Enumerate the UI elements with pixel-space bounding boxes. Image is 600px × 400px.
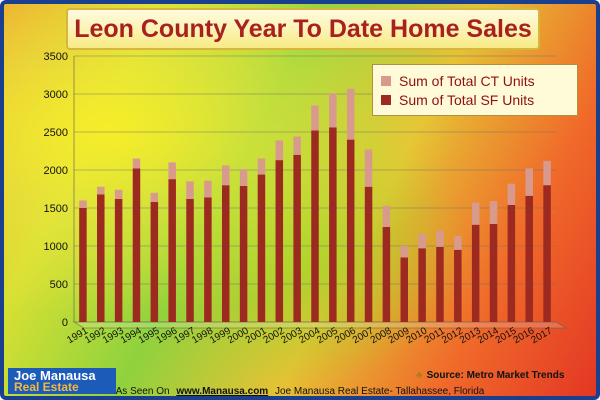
bar-ct <box>293 136 301 155</box>
bar-sf <box>293 154 301 322</box>
legend-item-sf: Sum of Total SF Units <box>381 90 569 109</box>
source-text: Source: Metro Market Trends <box>426 370 565 381</box>
footer: As Seen On www.Manausa.com Joe Manausa R… <box>4 386 596 397</box>
bar-sf <box>275 160 284 322</box>
bar-sf <box>329 127 337 322</box>
bar-sf <box>186 198 194 322</box>
source-symbol-icon: ♣ <box>416 370 423 381</box>
bar-ct <box>454 236 462 250</box>
bar-ct <box>329 93 337 128</box>
legend-item-ct: Sum of Total CT Units <box>381 71 569 90</box>
bar-ct <box>418 233 426 249</box>
bar-ct <box>507 183 516 205</box>
bar-ct <box>275 140 284 161</box>
bar-sf <box>79 208 87 322</box>
bar-ct <box>346 88 355 140</box>
bar-sf <box>150 201 159 322</box>
bar-chart: 0500100015002000250030003500199119921993… <box>44 51 568 346</box>
bar-sf <box>168 179 176 322</box>
bar-sf <box>114 198 123 322</box>
bar-sf <box>346 139 355 322</box>
bar-sf <box>221 185 230 322</box>
y-tick-label: 500 <box>50 279 68 291</box>
bar-ct <box>186 181 194 199</box>
bar-sf <box>257 174 266 322</box>
bar-ct <box>221 165 230 186</box>
bar-ct <box>168 162 176 180</box>
bar-sf <box>239 185 248 322</box>
bar-sf <box>132 168 141 322</box>
legend-swatch-ct <box>381 75 391 86</box>
legend: Sum of Total CT Units Sum of Total SF Un… <box>372 64 578 116</box>
bar-ct <box>436 230 444 247</box>
legend-swatch-sf <box>381 94 391 105</box>
footer-url-link[interactable]: www.Manausa.com <box>176 386 269 397</box>
y-tick-label: 2500 <box>44 127 68 139</box>
title-banner: Leon County Year To Date Home Sales <box>66 8 540 50</box>
bar-sf <box>418 248 426 322</box>
bar-sf <box>507 204 516 322</box>
bar-sf <box>311 130 319 322</box>
bar-ct <box>79 200 87 208</box>
y-tick-label: 2000 <box>44 165 68 177</box>
bar-ct <box>257 158 266 175</box>
bar-sf <box>382 227 391 322</box>
bar-sf <box>204 197 212 322</box>
source-note: ♣ Source: Metro Market Trends <box>416 370 564 381</box>
bar-ct <box>132 158 141 169</box>
y-tick-label: 3000 <box>44 89 68 101</box>
bar-ct <box>204 180 212 198</box>
bar-ct <box>364 149 373 187</box>
bar-sf <box>543 185 551 322</box>
bar-ct <box>543 160 551 186</box>
bar-ct <box>311 105 319 131</box>
legend-label-ct: Sum of Total CT Units <box>399 72 535 89</box>
footer-prefix: As Seen On <box>115 386 170 397</box>
bar-sf <box>525 195 533 322</box>
bar-sf <box>364 186 373 322</box>
bar-ct <box>525 168 533 196</box>
chart-title: Leon County Year To Date Home Sales <box>74 14 532 43</box>
bar-sf <box>471 224 480 322</box>
y-tick-label: 1000 <box>44 241 68 253</box>
bar-sf <box>489 223 498 322</box>
y-tick-label: 0 <box>62 317 68 329</box>
bar-sf <box>436 246 444 322</box>
footer-suffix: Joe Manausa Real Estate- Tallahassee, Fl… <box>274 386 485 397</box>
legend-label-sf: Sum of Total SF Units <box>399 91 535 108</box>
bar-ct <box>114 189 123 199</box>
chart-floor <box>72 321 568 329</box>
brand-logo: Joe Manausa Real Estate <box>8 368 116 394</box>
bar-ct <box>471 202 480 225</box>
bar-sf <box>400 257 409 322</box>
bar-ct <box>489 201 498 224</box>
y-tick-label: 1500 <box>44 203 68 215</box>
bar-ct <box>150 192 159 202</box>
bar-ct <box>97 186 105 195</box>
bar-sf <box>454 249 462 322</box>
y-tick-label: 3500 <box>44 51 68 63</box>
logo-line-1: Joe Manausa <box>14 368 96 383</box>
bar-ct <box>239 169 248 186</box>
bar-sf <box>97 194 105 322</box>
bar-ct <box>382 205 391 227</box>
logo-line-2: Real Estate <box>14 380 79 394</box>
bar-ct <box>400 246 409 258</box>
